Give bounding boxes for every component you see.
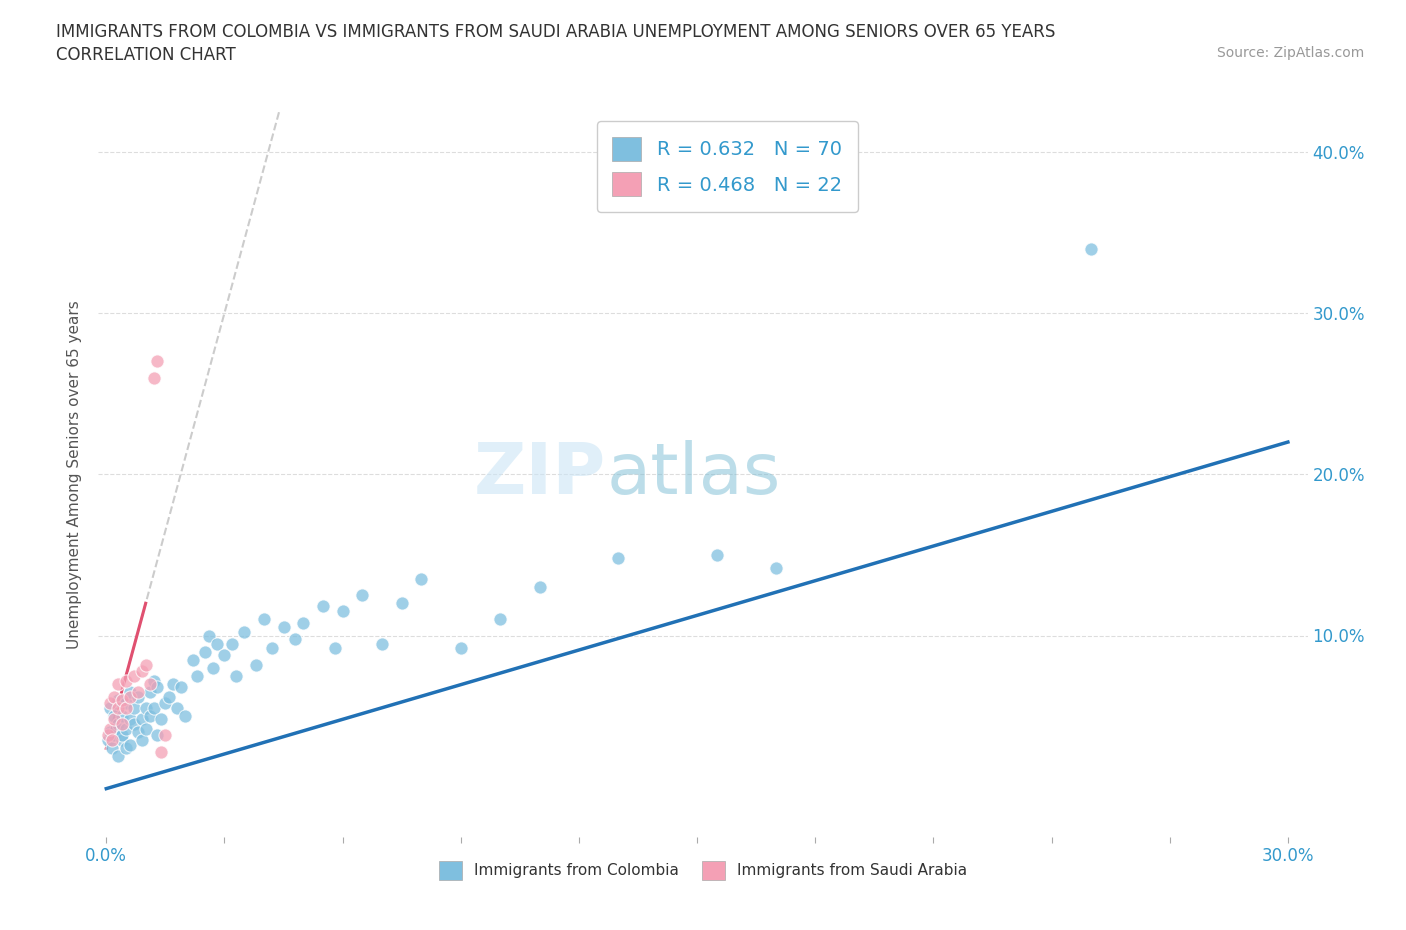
Point	[292, 615, 315, 630]
Point	[131, 711, 153, 726]
Point	[146, 728, 169, 743]
Point	[127, 684, 149, 699]
Point	[107, 717, 129, 732]
Point	[101, 733, 124, 748]
Point	[131, 663, 153, 678]
Point	[245, 658, 267, 672]
Point	[111, 693, 134, 708]
Point	[138, 684, 160, 699]
Point	[411, 572, 433, 587]
Point	[118, 711, 141, 726]
Point	[103, 709, 125, 724]
Point	[111, 709, 134, 724]
Point	[529, 579, 551, 594]
Point	[135, 722, 157, 737]
Point	[107, 700, 129, 715]
Point	[332, 604, 354, 618]
Point	[103, 711, 125, 726]
Point	[97, 733, 120, 748]
Point	[233, 625, 256, 640]
Y-axis label: Unemployment Among Seniors over 65 years: Unemployment Among Seniors over 65 years	[67, 300, 83, 649]
Point	[127, 689, 149, 704]
Point	[150, 744, 173, 759]
Point	[450, 641, 472, 656]
Point	[273, 620, 295, 635]
Point	[205, 636, 228, 651]
Point	[607, 551, 630, 565]
Point	[105, 722, 128, 737]
Point	[221, 636, 243, 651]
Point	[170, 680, 193, 695]
Point	[138, 676, 160, 691]
Point	[98, 696, 121, 711]
Point	[131, 733, 153, 748]
Point	[103, 728, 125, 743]
Text: CORRELATION CHART: CORRELATION CHART	[56, 46, 236, 64]
Point	[122, 700, 145, 715]
Point	[284, 631, 307, 646]
Point	[101, 741, 124, 756]
Point	[142, 673, 165, 688]
Point	[391, 596, 413, 611]
Point	[155, 696, 177, 711]
Point	[115, 741, 138, 756]
Point	[166, 700, 188, 715]
Point	[201, 660, 224, 675]
Point	[118, 689, 141, 704]
Point	[253, 612, 276, 627]
Point	[1080, 241, 1102, 256]
Point	[157, 689, 180, 704]
Point	[118, 737, 141, 752]
Point	[111, 733, 134, 748]
Point	[146, 680, 169, 695]
Point	[98, 722, 121, 737]
Point	[107, 693, 129, 708]
Text: Source: ZipAtlas.com: Source: ZipAtlas.com	[1216, 46, 1364, 60]
Point	[107, 749, 129, 764]
Point	[118, 684, 141, 699]
Legend: Immigrants from Colombia, Immigrants from Saudi Arabia: Immigrants from Colombia, Immigrants fro…	[432, 854, 974, 887]
Point	[98, 700, 121, 715]
Point	[146, 354, 169, 369]
Text: IMMIGRANTS FROM COLOMBIA VS IMMIGRANTS FROM SAUDI ARABIA UNEMPLOYMENT AMONG SENI: IMMIGRANTS FROM COLOMBIA VS IMMIGRANTS F…	[56, 23, 1056, 41]
Point	[138, 709, 160, 724]
Point	[142, 700, 165, 715]
Point	[352, 588, 374, 603]
Point	[312, 599, 335, 614]
Text: ZIP: ZIP	[474, 440, 606, 509]
Point	[122, 669, 145, 684]
Point	[115, 700, 138, 715]
Point	[127, 724, 149, 739]
Point	[225, 669, 247, 684]
Point	[214, 647, 236, 662]
Point	[181, 652, 204, 667]
Point	[194, 644, 217, 659]
Point	[122, 717, 145, 732]
Point	[174, 709, 197, 724]
Point	[107, 676, 129, 691]
Point	[706, 548, 728, 563]
Point	[115, 673, 138, 688]
Point	[186, 669, 208, 684]
Point	[135, 700, 157, 715]
Point	[103, 689, 125, 704]
Point	[765, 561, 787, 576]
Point	[98, 724, 121, 739]
Point	[111, 717, 134, 732]
Point	[115, 722, 138, 737]
Point	[135, 658, 157, 672]
Point	[142, 370, 165, 385]
Point	[155, 728, 177, 743]
Point	[162, 676, 184, 691]
Point	[115, 696, 138, 711]
Point	[97, 728, 120, 743]
Text: atlas: atlas	[606, 440, 780, 509]
Point	[489, 612, 512, 627]
Point	[323, 641, 346, 656]
Point	[111, 728, 134, 743]
Point	[150, 711, 173, 726]
Point	[197, 628, 219, 643]
Point	[371, 636, 394, 651]
Point	[260, 641, 283, 656]
